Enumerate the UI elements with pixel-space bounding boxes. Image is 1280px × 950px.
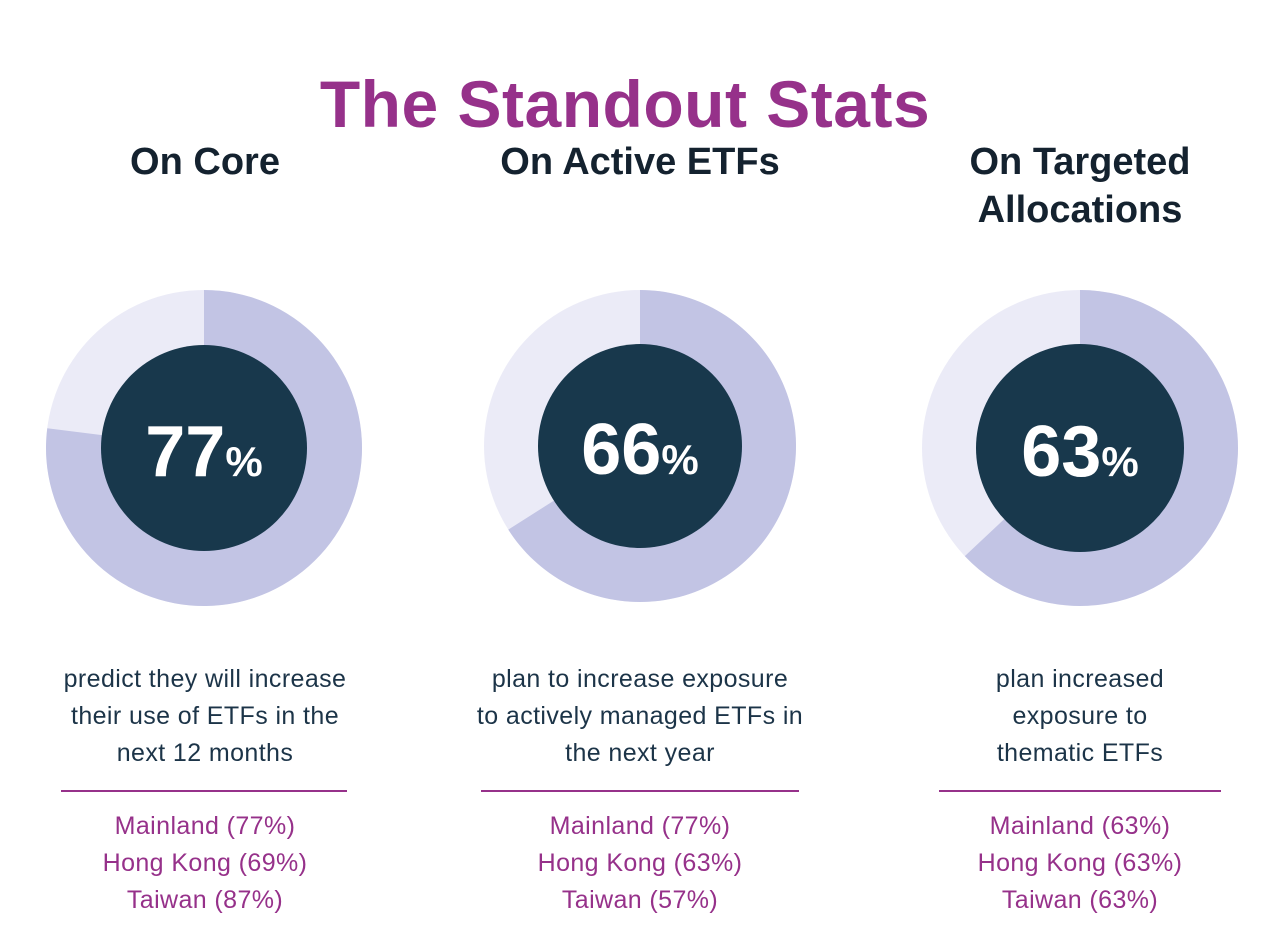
donut-value-label: 77% <box>145 412 262 492</box>
region-stat: Mainland (77%) <box>549 812 731 840</box>
stat-heading: On Core <box>130 141 280 183</box>
donut-value-number: 63 <box>1021 412 1101 492</box>
donut-chart: 63% <box>920 288 1240 608</box>
donut-center <box>538 344 742 548</box>
region-stat: Taiwan (57%) <box>561 886 719 914</box>
donut-svg: 63% <box>922 290 1238 606</box>
region-stat: Hong Kong (69%) <box>102 849 308 877</box>
donut-chart: 77% <box>44 288 364 608</box>
donut-center <box>976 344 1184 552</box>
stat-column: On Core 77% predict they will increase the… <box>20 0 390 950</box>
section-divider <box>61 790 347 792</box>
donut-value-suffix: % <box>225 438 262 485</box>
stat-column: On Active ETFs 66% plan to increase exposu… <box>455 0 825 950</box>
region-breakdown: Mainland (77%) Hong Kong (63%) Taiwan (57%… <box>455 808 825 919</box>
region-stat: Mainland (77%) <box>114 812 296 840</box>
stat-description: plan increased exposure to thematic ETFs <box>995 665 1165 767</box>
donut-value-label: 66% <box>581 410 698 490</box>
stat-description: predict they will increase their use of … <box>63 665 347 767</box>
section-divider <box>939 790 1221 792</box>
donut-value-number: 66 <box>581 410 661 490</box>
donut-value-suffix: % <box>1101 438 1138 485</box>
stat-heading: On Targeted Allocations <box>969 141 1191 231</box>
section-divider <box>481 790 799 792</box>
stat-column: On Targeted Allocations 63% plan increased… <box>895 0 1265 950</box>
region-breakdown: Mainland (63%) Hong Kong (63%) Taiwan (63%… <box>895 808 1265 919</box>
donut-svg: 66% <box>484 290 796 602</box>
region-breakdown: Mainland (77%) Hong Kong (69%) Taiwan (87%… <box>20 808 390 919</box>
region-stat: Hong Kong (63%) <box>977 849 1183 877</box>
donut-value-suffix: % <box>661 436 698 483</box>
region-stat: Taiwan (87%) <box>126 886 284 914</box>
donut-value-number: 77 <box>145 412 225 492</box>
region-stat: Taiwan (63%) <box>1001 886 1159 914</box>
donut-center <box>101 345 307 551</box>
donut-value-label: 63% <box>1021 412 1138 492</box>
region-stat: Mainland (63%) <box>989 812 1171 840</box>
region-stat: Hong Kong (63%) <box>537 849 743 877</box>
donut-svg: 77% <box>46 290 363 606</box>
stat-heading: On Active ETFs <box>500 141 780 183</box>
page-title: The Standout Stats <box>319 67 931 142</box>
stat-description: plan to increase exposure to actively ma… <box>476 665 804 767</box>
donut-chart: 66% <box>482 288 798 604</box>
